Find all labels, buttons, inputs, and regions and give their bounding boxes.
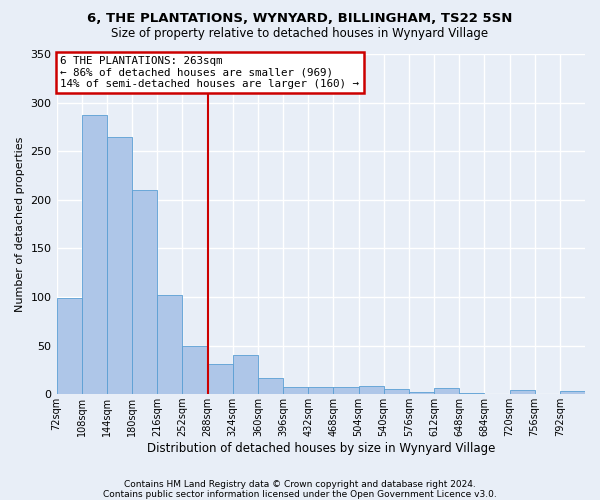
Bar bbox=[560, 392, 585, 394]
Text: 6 THE PLANTATIONS: 263sqm
← 86% of detached houses are smaller (969)
14% of semi: 6 THE PLANTATIONS: 263sqm ← 86% of detac… bbox=[61, 56, 359, 89]
Bar bbox=[334, 388, 359, 394]
Bar bbox=[233, 356, 258, 394]
Text: Contains public sector information licensed under the Open Government Licence v3: Contains public sector information licen… bbox=[103, 490, 497, 499]
Bar bbox=[459, 393, 484, 394]
Text: 6, THE PLANTATIONS, WYNYARD, BILLINGHAM, TS22 5SN: 6, THE PLANTATIONS, WYNYARD, BILLINGHAM,… bbox=[88, 12, 512, 26]
Bar bbox=[107, 136, 132, 394]
Bar bbox=[182, 346, 208, 394]
Bar bbox=[359, 386, 383, 394]
Bar bbox=[132, 190, 157, 394]
Bar bbox=[409, 392, 434, 394]
Bar bbox=[157, 295, 182, 394]
Bar bbox=[56, 298, 82, 394]
Text: Size of property relative to detached houses in Wynyard Village: Size of property relative to detached ho… bbox=[112, 28, 488, 40]
Y-axis label: Number of detached properties: Number of detached properties bbox=[15, 136, 25, 312]
Bar bbox=[258, 378, 283, 394]
Bar bbox=[509, 390, 535, 394]
Bar bbox=[208, 364, 233, 394]
Bar bbox=[82, 115, 107, 394]
Bar bbox=[308, 388, 334, 394]
Bar bbox=[434, 388, 459, 394]
Bar bbox=[383, 390, 409, 394]
Bar bbox=[283, 388, 308, 394]
X-axis label: Distribution of detached houses by size in Wynyard Village: Distribution of detached houses by size … bbox=[146, 442, 495, 455]
Text: Contains HM Land Registry data © Crown copyright and database right 2024.: Contains HM Land Registry data © Crown c… bbox=[124, 480, 476, 489]
